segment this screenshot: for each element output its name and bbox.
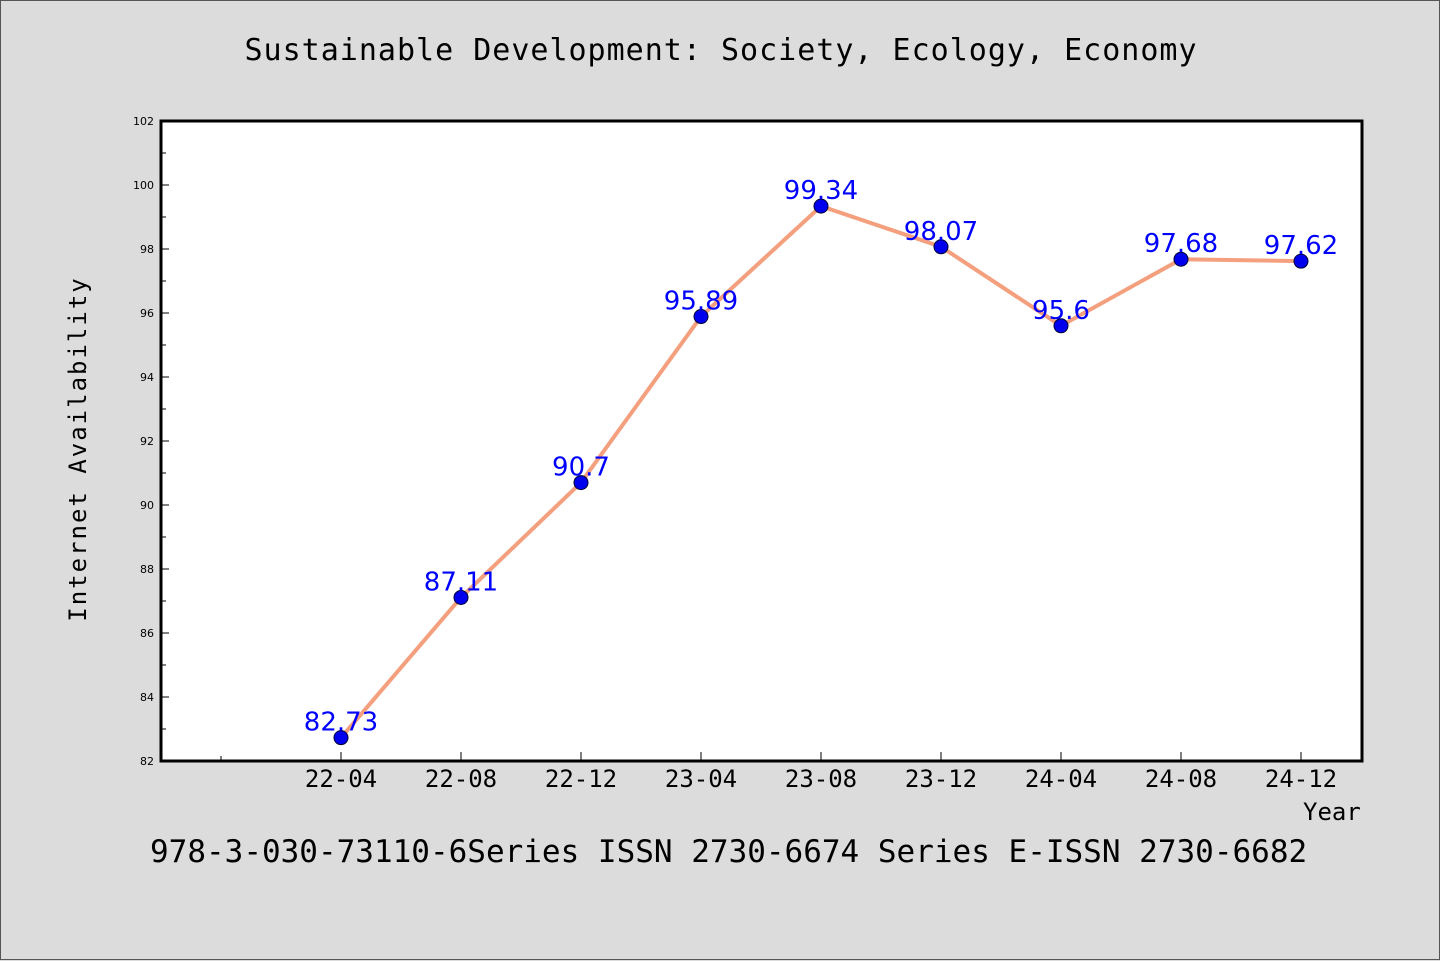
data-label: 87.11	[424, 567, 498, 597]
y-tick-label: 98	[140, 243, 154, 256]
y-tick-label: 84	[140, 691, 154, 704]
data-label: 82.73	[304, 708, 378, 738]
chart-title: Sustainable Development: Society, Ecolog…	[244, 33, 1198, 68]
x-tick-label: 24-08	[1145, 765, 1217, 793]
data-point	[933, 239, 949, 255]
x-tick-label: 23-12	[905, 765, 977, 793]
data-point	[573, 475, 589, 491]
x-axis-label: Year	[1303, 798, 1361, 826]
data-point	[1293, 253, 1309, 269]
x-tick-label: 24-04	[1025, 765, 1097, 793]
x-tick-label: 23-08	[785, 765, 857, 793]
data-label: 97.68	[1144, 229, 1218, 259]
data-point	[693, 309, 709, 325]
y-tick-label: 82	[140, 755, 154, 768]
x-tick-label: 24-12	[1265, 765, 1337, 793]
y-tick-label: 102	[133, 115, 154, 128]
x-tick-label: 22-08	[425, 765, 497, 793]
plot-area	[159, 119, 1364, 763]
data-point	[1053, 318, 1069, 334]
data-label: 95.89	[664, 287, 738, 317]
data-label: 90.7	[552, 453, 610, 483]
data-label: 97.62	[1264, 231, 1338, 261]
data-label: 98.07	[904, 217, 978, 247]
x-tick-label: 23-04	[665, 765, 737, 793]
y-tick-label: 92	[140, 435, 154, 448]
x-tick-label: 22-04	[305, 765, 377, 793]
y-tick-label: 94	[140, 371, 154, 384]
data-label: 95.6	[1032, 296, 1090, 326]
data-label: 99.34	[784, 176, 858, 206]
data-point	[813, 198, 829, 214]
x-tick-label: 22-12	[545, 765, 617, 793]
y-tick-label: 86	[140, 627, 154, 640]
y-tick-label: 88	[140, 563, 154, 576]
y-tick-label: 90	[140, 499, 154, 512]
y-tick-label: 100	[133, 179, 154, 192]
data-point	[333, 730, 349, 746]
footer-isbn-text: 978-3-030-73110-6Series ISSN 2730-6674 S…	[150, 834, 1308, 870]
y-tick-label: 96	[140, 307, 154, 320]
data-point	[1173, 251, 1189, 267]
data-point	[453, 589, 469, 605]
